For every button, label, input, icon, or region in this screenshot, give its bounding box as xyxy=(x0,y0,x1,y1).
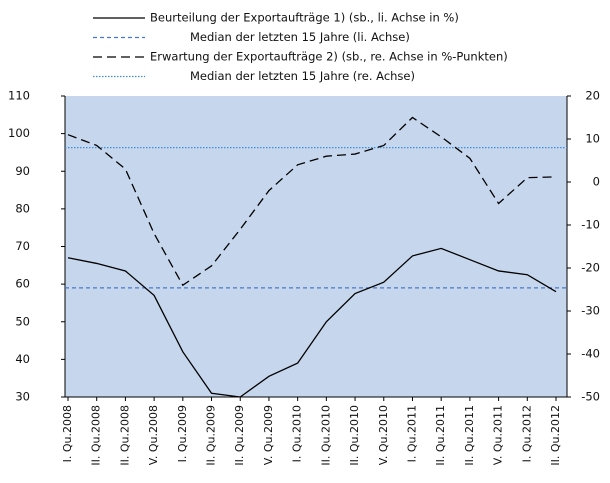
x-tick-label: V. Qu.2009 xyxy=(262,405,275,465)
y-tick-label: 50 xyxy=(15,314,30,328)
y-tick-label: 60 xyxy=(15,277,30,291)
x-tick-label: II. Qu.2011 xyxy=(434,405,447,466)
legend-label: Median der letzten 15 Jahre (re. Achse) xyxy=(190,69,415,83)
x-tick-label: II. Qu.2011 xyxy=(463,405,476,466)
x-tick-label: I. Qu.2009 xyxy=(176,405,189,462)
y2-tick-label: 10 xyxy=(585,132,600,146)
series-line xyxy=(67,247,557,398)
plot-area xyxy=(65,96,567,397)
x-tick-label: II. Qu.2012 xyxy=(549,405,562,466)
x-tick-label: II. Qu.2010 xyxy=(319,405,332,466)
y2-tick-label: -30 xyxy=(581,304,600,318)
x-tick-label: II. Qu.2009 xyxy=(205,405,218,466)
y2-tick-label: -20 xyxy=(581,261,600,275)
x-tick-label: I. Qu.2010 xyxy=(291,405,304,462)
y-tick-label: 30 xyxy=(15,390,30,404)
x-tick-label: II. Qu.2009 xyxy=(233,405,246,466)
x-tick-label: V. Qu.2010 xyxy=(377,405,390,465)
y-tick-label: 80 xyxy=(15,201,30,215)
y-tick-label: 110 xyxy=(8,89,30,103)
x-tick-label: II. Qu.2010 xyxy=(348,405,361,466)
series-line xyxy=(67,116,557,287)
x-tick-label: V. Qu.2008 xyxy=(147,405,160,465)
y2-tick-label: -40 xyxy=(581,347,600,361)
x-tick-label: I. Qu.2008 xyxy=(61,405,74,462)
y2-tick-label: -10 xyxy=(581,218,600,232)
legend-label: Erwartung der Exportaufträge 2) (sb., re… xyxy=(150,50,508,64)
legend-label: Median der letzten 15 Jahre (li. Achse) xyxy=(190,30,410,44)
x-tick-label: I. Qu.2011 xyxy=(405,405,418,462)
legend-label: Beurteilung der Exportaufträge 1) (sb., … xyxy=(150,11,459,25)
y2-tick-label: 0 xyxy=(593,175,600,189)
y-tick-label: 90 xyxy=(15,164,30,178)
x-tick-label: II. Qu.2008 xyxy=(90,405,103,466)
x-tick-label: V. Qu.2011 xyxy=(492,405,505,465)
x-tick-label: II. Qu.2008 xyxy=(118,405,131,466)
y-tick-label: 40 xyxy=(15,352,30,366)
y2-tick-label: 20 xyxy=(585,89,600,103)
y2-tick-label: -50 xyxy=(581,390,600,404)
y-tick-label: 100 xyxy=(8,126,30,140)
y-tick-label: 70 xyxy=(15,239,30,253)
x-tick-label: I. Qu.2012 xyxy=(520,405,533,462)
